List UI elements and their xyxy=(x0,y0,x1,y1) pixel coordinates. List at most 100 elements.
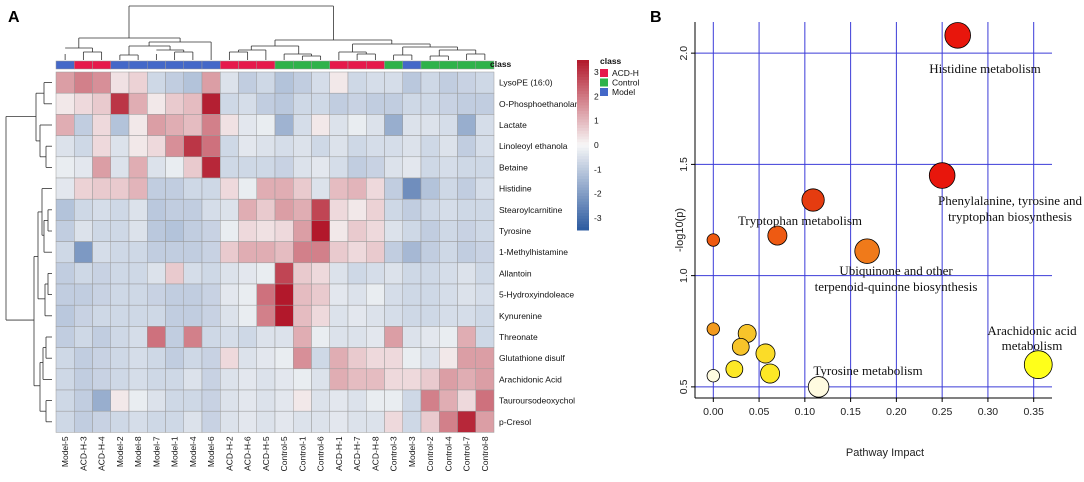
heatmap-cell xyxy=(384,304,403,327)
heatmap-cell xyxy=(329,220,349,242)
heatmap-cell xyxy=(128,92,148,115)
heatmap-cell xyxy=(402,92,422,115)
heatmap-cell xyxy=(439,410,458,433)
heatmap-cell xyxy=(256,368,276,391)
color-scale-step xyxy=(577,198,589,203)
y-tick-label: 0.5 xyxy=(678,379,690,394)
heatmap-cell xyxy=(402,241,422,264)
heatmap-cell xyxy=(256,326,276,348)
heatmap-cell xyxy=(347,304,367,327)
class-annotation-cell xyxy=(110,60,130,70)
color-scale-step xyxy=(577,77,589,81)
color-scale-step xyxy=(577,116,589,120)
heatmap-cell xyxy=(74,92,93,115)
heatmap-cell xyxy=(55,389,75,412)
heatmap-cell xyxy=(366,283,385,306)
color-scale-step xyxy=(577,218,589,222)
heatmap-cell xyxy=(457,71,476,94)
column-label: Model-3 xyxy=(407,436,417,467)
heatmap-cell xyxy=(110,220,130,242)
heatmap-cell xyxy=(457,410,476,433)
color-scale-step xyxy=(577,173,589,177)
heatmap-cell xyxy=(384,71,403,94)
heatmap-cell xyxy=(384,220,403,242)
heatmap-cell xyxy=(220,283,239,306)
heatmap-cell xyxy=(183,283,203,306)
row-label: Stearoylcarnitine xyxy=(499,205,563,215)
heatmap-cell xyxy=(128,283,148,306)
column-label: Control-6 xyxy=(316,436,326,471)
color-scale-tick: 1 xyxy=(594,116,599,126)
heatmap-cell xyxy=(274,220,294,242)
class-annotation-cell xyxy=(256,60,276,70)
column-label: Control-3 xyxy=(389,436,399,471)
heatmap-cell xyxy=(293,347,312,370)
heatmap-cell xyxy=(329,92,349,115)
legend-swatch xyxy=(600,88,608,96)
heatmap-cell xyxy=(55,92,75,115)
color-scale-step xyxy=(577,88,589,92)
color-scale-step xyxy=(577,85,589,89)
color-scale-step xyxy=(577,96,589,101)
heatmap-cell xyxy=(110,156,130,179)
heatmap-cell xyxy=(128,241,148,264)
heatmap-cell xyxy=(165,92,184,115)
heatmap-cell xyxy=(311,156,330,179)
heatmap-cell xyxy=(384,177,403,200)
heatmap-cell xyxy=(293,198,312,221)
heatmap-cell xyxy=(55,347,75,370)
heatmap-cell xyxy=(110,114,130,136)
color-scale-step xyxy=(577,207,589,211)
pathway-bubble-chart: 0.00 0.05 0.10 0.15 0.20 0.25 0.30 0.35 0.5 1.0 1.… xyxy=(674,22,1083,459)
color-scale-step xyxy=(577,145,589,149)
class-annotation-cell xyxy=(311,60,330,70)
y-axis-label: -log10(p) xyxy=(674,208,686,252)
class-annotation-cell xyxy=(74,60,93,70)
color-scale-tick: -1 xyxy=(594,164,602,174)
heatmap-cell xyxy=(74,304,93,327)
annotation-ubiquinone-line2: terpenoid-quinone biosynthesis xyxy=(815,279,978,294)
heatmap-cell xyxy=(92,326,111,348)
color-scale-bar: 3 2 1 0 -1 -2 -3 xyxy=(577,60,602,231)
heatmap-cell xyxy=(347,389,367,412)
heatmap-cell xyxy=(256,241,276,264)
annotation-histidine: Histidine metabolism xyxy=(929,61,1041,76)
color-scale-tick: 3 xyxy=(594,67,599,77)
column-label: Model-4 xyxy=(188,436,198,467)
class-annotation-cell xyxy=(384,60,403,70)
heatmap-cell xyxy=(256,347,276,370)
heatmap-cell xyxy=(92,177,111,200)
heatmap-cell xyxy=(92,135,111,158)
color-scale-step xyxy=(577,122,589,126)
heatmap-cell xyxy=(329,410,349,433)
column-label: ACD-H-8 xyxy=(370,436,380,471)
row-label: Arachidonic Acid xyxy=(499,374,562,384)
heatmap-cell xyxy=(420,177,440,200)
heatmap-cell xyxy=(366,389,385,412)
heatmap-cell xyxy=(293,262,312,285)
heatmap-cell xyxy=(439,347,458,370)
x-tick-label: 0.05 xyxy=(749,406,770,418)
heatmap-cell xyxy=(55,156,75,179)
heatmap-cell xyxy=(128,326,148,348)
class-annotation-cell xyxy=(366,60,385,70)
x-tick-label: 0.10 xyxy=(795,406,816,418)
heatmap-cell xyxy=(311,241,330,264)
heatmap-cell xyxy=(457,220,476,242)
heatmap-cell xyxy=(110,177,130,200)
heatmap-cell xyxy=(439,156,458,179)
heatmap-cell xyxy=(165,135,184,158)
heatmap-cell xyxy=(329,241,349,264)
heatmap-cell xyxy=(457,326,476,348)
row-label: Histidine xyxy=(499,184,532,194)
heatmap-cell xyxy=(74,114,93,136)
heatmap-cell xyxy=(201,283,221,306)
heatmap-cell xyxy=(201,135,221,158)
x-axis-label: Pathway Impact xyxy=(846,447,924,459)
class-annotation-cell xyxy=(238,60,257,70)
heatmap-cell xyxy=(293,283,312,306)
heatmap-cell xyxy=(402,177,422,200)
column-label: Model-1 xyxy=(170,436,180,467)
heatmap-cell xyxy=(238,135,257,158)
